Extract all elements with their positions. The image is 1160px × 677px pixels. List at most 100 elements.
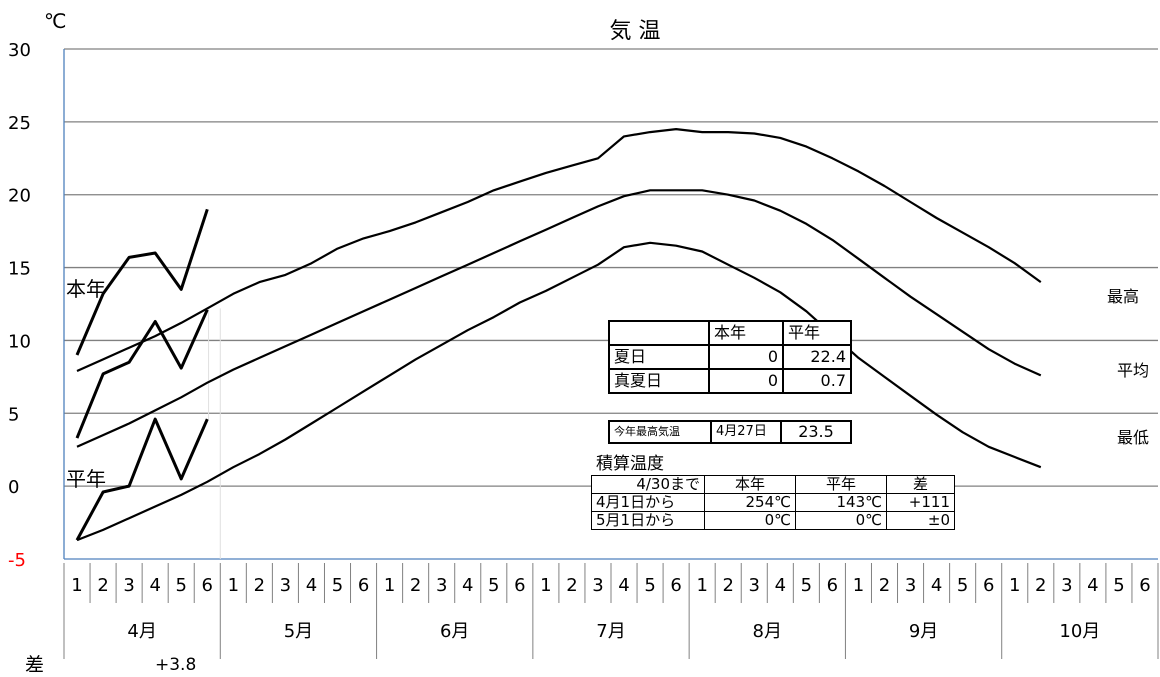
x-tick-label: 3 (905, 575, 916, 596)
x-tick-label: 4 (1087, 575, 1098, 596)
diff-value: +3.8 (155, 655, 196, 675)
x-tick-label: 1 (540, 575, 551, 596)
table-cell (608, 320, 710, 346)
table-cell: 平年 (782, 320, 852, 346)
month-label: 6月 (440, 621, 469, 642)
table-cell: 0℃ (795, 511, 887, 530)
y-tick-label: 0 (8, 477, 19, 498)
accumulated-temp-title: 積算温度 (596, 454, 664, 474)
x-tick-label: 5 (332, 575, 343, 596)
x-tick-label: 6 (827, 575, 838, 596)
series-label-min: 最低 (1117, 428, 1149, 447)
table-cell: 23.5 (780, 420, 852, 444)
x-tick-label: 6 (670, 575, 681, 596)
x-tick-label: 4 (775, 575, 786, 596)
label-normal: 平年 (66, 467, 106, 491)
table-cell: 143℃ (795, 493, 887, 512)
x-tick-label: 3 (280, 575, 291, 596)
table-row: 5月1日から 0℃ 0℃ ±0 (591, 511, 955, 530)
month-label: 10月 (1059, 621, 1100, 642)
table-cell: 4月27日 (710, 420, 782, 444)
table-cell: 0℃ (704, 511, 796, 530)
series-line (76, 241, 1042, 542)
x-tick-label: 2 (254, 575, 265, 596)
table-cell: 0.7 (782, 368, 852, 394)
x-tick-label: 5 (1113, 575, 1124, 596)
x-tick-label: 2 (1035, 575, 1046, 596)
table-row: 今年最高気温 4月27日 23.5 (608, 420, 852, 444)
summer-days-table: 本年 平年 夏日 0 22.4 真夏日 0 0.7 (608, 320, 852, 394)
y-tick-label: -5 (8, 550, 26, 571)
x-tick-label: 2 (97, 575, 108, 596)
x-tick-label: 1 (1009, 575, 1020, 596)
x-tick-label: 4 (462, 575, 473, 596)
series-line (75, 309, 209, 439)
month-label: 5月 (284, 621, 313, 642)
x-tick-label: 5 (957, 575, 968, 596)
month-label: 7月 (596, 621, 625, 642)
table-cell: 真夏日 (608, 368, 710, 394)
table-cell: 254℃ (704, 493, 796, 512)
table-cell: 4月1日から (591, 493, 705, 512)
series-line (75, 208, 209, 356)
x-tick-label: 3 (749, 575, 760, 596)
month-label: 8月 (753, 621, 782, 642)
table-row: 4/30まで 本年 平年 差 (591, 475, 955, 494)
x-tick-label: 5 (175, 575, 186, 596)
x-tick-label: 2 (566, 575, 577, 596)
y-tick-label: 20 (8, 186, 31, 207)
table-cell: 今年最高気温 (608, 420, 712, 444)
x-tick-label: 4 (618, 575, 629, 596)
y-tick-label: 5 (8, 404, 19, 425)
table-cell: 4/30まで (591, 475, 705, 494)
y-tick-label: 15 (8, 259, 31, 280)
x-tick-label: 3 (1061, 575, 1072, 596)
table-cell: 平年 (795, 475, 887, 494)
y-tick-label: 25 (8, 113, 31, 134)
table-cell: 差 (886, 475, 955, 494)
series-line (75, 417, 209, 541)
diff-label: 差 (25, 654, 44, 676)
y-tick-label: 30 (8, 40, 31, 61)
x-tick-label: 3 (436, 575, 447, 596)
table-cell: +111 (886, 493, 955, 512)
x-tick-label: 1 (853, 575, 864, 596)
x-tick-label: 5 (488, 575, 499, 596)
table-cell: 夏日 (608, 344, 710, 370)
x-tick-label: 1 (384, 575, 395, 596)
table-cell: 0 (708, 344, 784, 370)
table-cell: 本年 (704, 475, 796, 494)
x-tick-label: 5 (644, 575, 655, 596)
y-tick-labels: 30 25 20 15 10 5 0 -5 (8, 40, 31, 571)
table-row: 4月1日から 254℃ 143℃ +111 (591, 493, 955, 512)
series-line (76, 189, 1042, 448)
month-label: 9月 (909, 621, 938, 642)
x-tick-label: 6 (1139, 575, 1150, 596)
chart-title: 気 温 (610, 19, 661, 44)
accumulated-temp-table: 4/30まで 本年 平年 差 4月1日から 254℃ 143℃ +111 5月1… (591, 475, 955, 530)
x-tick-label: 6 (202, 575, 213, 596)
table-cell: 5月1日から (591, 511, 705, 530)
table-cell: ±0 (886, 511, 955, 530)
x-tick-label: 3 (123, 575, 134, 596)
month-label: 4月 (127, 621, 156, 642)
x-tick-label: 4 (931, 575, 942, 596)
x-tick-label: 6 (514, 575, 525, 596)
table-cell: 本年 (708, 320, 784, 346)
x-tick-label: 1 (71, 575, 82, 596)
table-cell: 0 (708, 368, 784, 394)
x-tick-label: 6 (983, 575, 994, 596)
x-tick-label: 2 (879, 575, 890, 596)
max-temp-record-table: 今年最高気温 4月27日 23.5 (608, 420, 852, 444)
series-lines (75, 128, 1042, 542)
table-row: 夏日 0 22.4 (608, 344, 852, 370)
x-tick-label: 3 (592, 575, 603, 596)
x-tick-label: 2 (410, 575, 421, 596)
x-tick-label: 6 (358, 575, 369, 596)
series-label-max: 最高 (1107, 287, 1139, 306)
y-tick-label: 10 (8, 331, 31, 352)
x-tick-label: 4 (306, 575, 317, 596)
x-tick-label: 2 (722, 575, 733, 596)
